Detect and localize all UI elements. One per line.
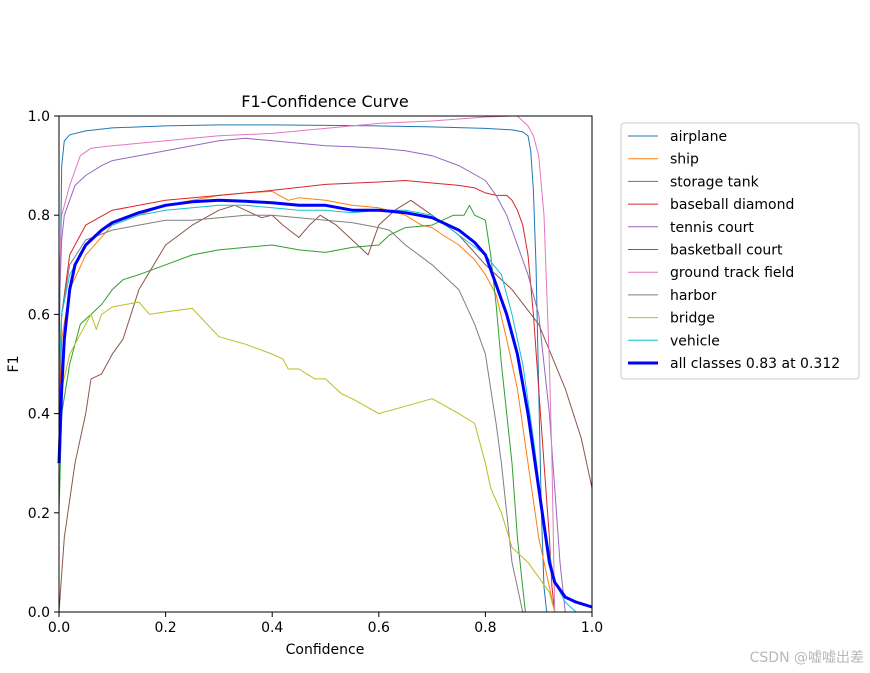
legend-label-1: ship — [670, 152, 699, 168]
legend-label-8: bridge — [670, 311, 715, 327]
series-line-10 — [57, 198, 593, 609]
legend: airplane ship storage tank baseball diamond… — [620, 122, 860, 380]
legend-label-9: vehicle — [670, 333, 720, 349]
x-tick-label: 0.8 — [474, 620, 496, 636]
y-tick-label: 0.0 — [28, 605, 50, 621]
legend-label-10: all classes 0.83 at 0.312 — [670, 356, 840, 372]
chart-title: F1-Confidence Curve — [241, 92, 408, 111]
series-line-2 — [58, 204, 526, 613]
x-tick-label: 0.6 — [368, 620, 390, 636]
plot-frame — [58, 115, 593, 613]
x-axis-label: Confidence — [286, 642, 365, 658]
y-tick-label: 0.8 — [28, 208, 50, 224]
x-tick-label: 0.0 — [48, 620, 70, 636]
x-tick-label: 0.4 — [261, 620, 283, 636]
legend-label-5: basketball court — [670, 243, 783, 259]
series-line-5 — [58, 199, 593, 613]
legend-label-4: tennis court — [670, 220, 754, 236]
y-tick-label: 0.2 — [28, 506, 50, 522]
series-line-7 — [58, 214, 524, 613]
series-line-3 — [58, 180, 556, 613]
y-tick-label: 0.6 — [28, 307, 50, 323]
x-axis: 0.0 0.2 0.4 0.6 0.8 1.0 — [48, 612, 603, 636]
legend-frame — [620, 122, 860, 380]
series-line-4 — [58, 137, 566, 613]
y-axis-label: F1 — [6, 356, 22, 373]
legend-label-0: airplane — [670, 129, 727, 145]
legend-label-6: ground track field — [670, 265, 794, 281]
series-line-9 — [58, 204, 577, 613]
x-tick-label: 1.0 — [581, 620, 603, 636]
plot-area — [57, 115, 593, 613]
series-line-8 — [58, 301, 556, 613]
y-tick-label: 1.0 — [28, 109, 50, 125]
watermark: CSDN @嘘嘘出差 — [749, 650, 864, 666]
series-line-6 — [58, 115, 556, 613]
x-tick-label: 0.2 — [154, 620, 176, 636]
legend-label-3: baseball diamond — [670, 197, 794, 213]
y-axis: 0.0 0.2 0.4 0.6 0.8 1.0 — [28, 109, 59, 621]
y-tick-label: 0.4 — [28, 407, 50, 423]
legend-label-2: storage tank — [670, 174, 760, 190]
legend-label-7: harbor — [670, 288, 717, 304]
series-line-1 — [58, 190, 556, 613]
